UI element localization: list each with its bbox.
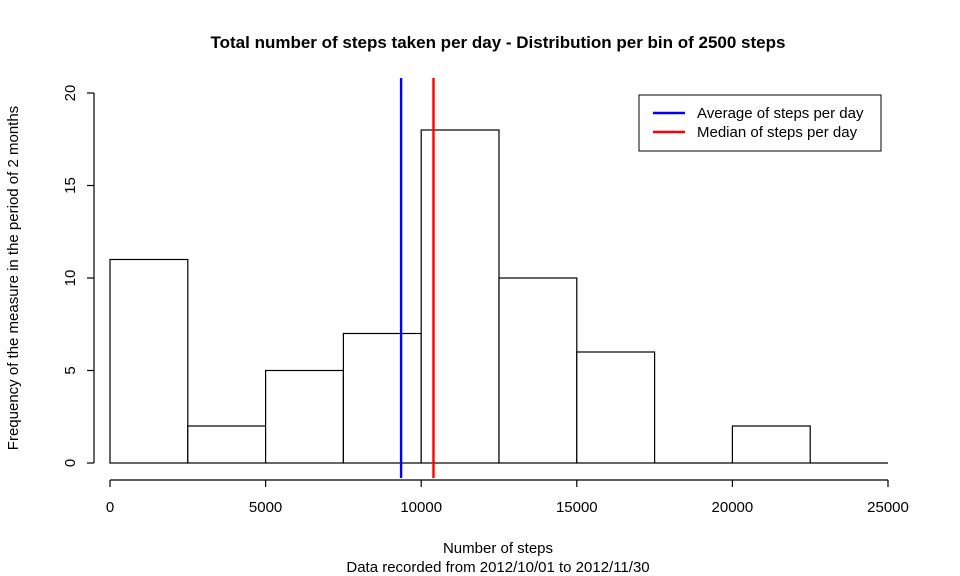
- y-tick-label: 20: [62, 85, 79, 102]
- histogram-bars: [109, 129, 888, 464]
- y-axis: 0 5 10 15 20: [62, 85, 95, 467]
- y-tick-label: 10: [62, 270, 79, 287]
- histogram-bar: [187, 425, 267, 464]
- x-tick-label: 15000: [556, 499, 598, 516]
- legend: Average of steps per day Median of steps …: [638, 94, 882, 152]
- histogram-bar: [342, 332, 422, 464]
- y-tick-label: 0: [62, 459, 79, 467]
- x-axis: 0 5000 10000 15000 20000 25000: [106, 479, 909, 516]
- legend-label: Average of steps per day: [697, 105, 864, 122]
- x-axis-sublabel: Data recorded from 2012/10/01 to 2012/11…: [346, 559, 649, 576]
- legend-label: Median of steps per day: [697, 124, 858, 141]
- histogram-bar: [109, 258, 189, 464]
- chart-title: Total number of steps taken per day - Di…: [211, 33, 786, 52]
- legend-box: [638, 94, 882, 152]
- x-tick-label: 5000: [249, 499, 282, 516]
- histogram-bar: [498, 277, 578, 464]
- y-tick-label: 5: [62, 366, 79, 374]
- x-tick-label: 10000: [400, 499, 442, 516]
- histogram-bar: [731, 425, 811, 464]
- x-tick-label: 0: [106, 499, 114, 516]
- histogram-bar: [576, 351, 656, 464]
- y-tick-label: 15: [62, 177, 79, 194]
- x-tick-label: 20000: [712, 499, 754, 516]
- reference-lines: [399, 78, 435, 478]
- y-axis-label: Frequency of the measure in the period o…: [5, 106, 22, 450]
- x-tick-label: 25000: [867, 499, 909, 516]
- histogram-bar: [265, 369, 345, 464]
- x-axis-label: Number of steps: [443, 540, 553, 557]
